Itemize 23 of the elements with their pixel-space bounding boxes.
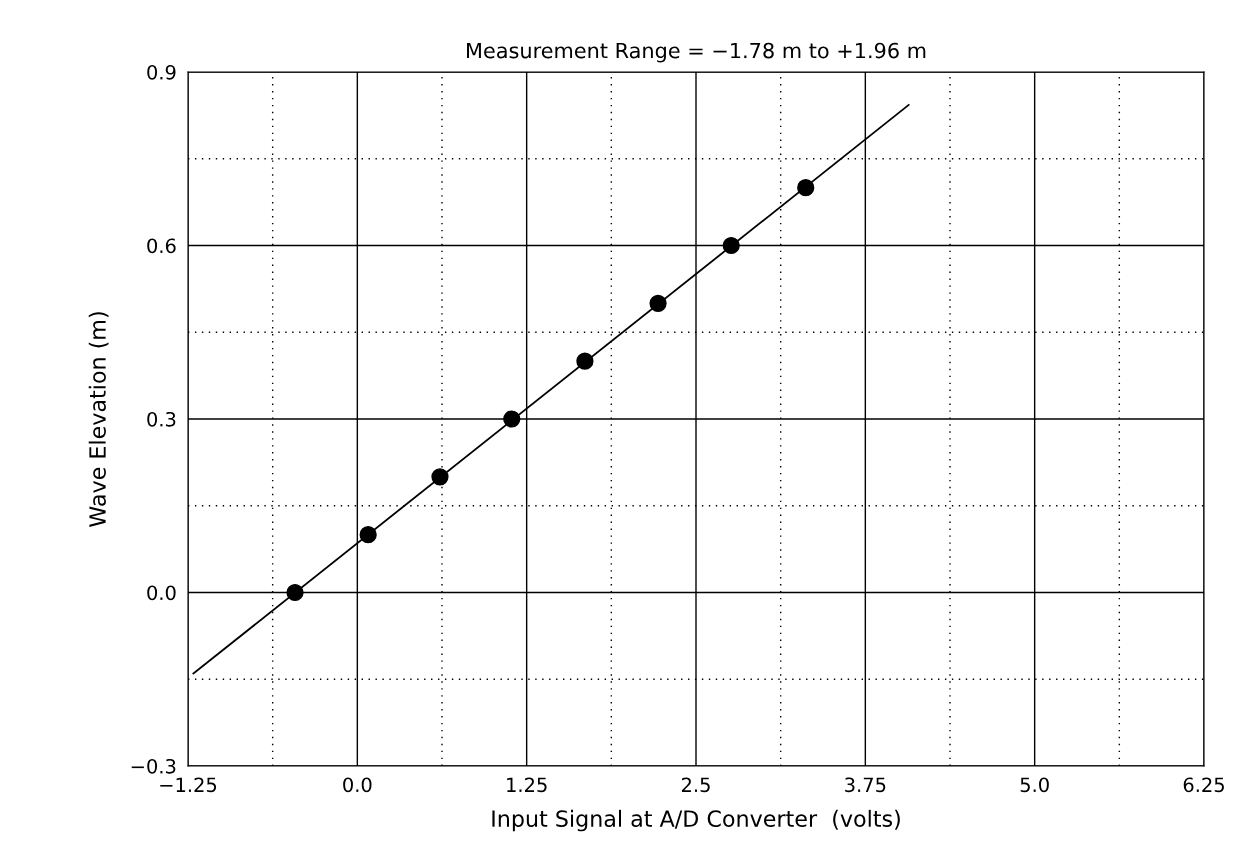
- point: [431, 468, 449, 486]
- y-tick-label: 0.9: [147, 64, 176, 80]
- y-axis-title: Wave Elevation (m): [88, 312, 109, 527]
- point: [359, 526, 377, 544]
- point: [797, 179, 815, 197]
- y-tick-label: −0.3: [131, 758, 176, 774]
- point: [576, 352, 594, 370]
- x-tick-label: 3.75: [845, 777, 886, 793]
- point: [503, 410, 521, 428]
- y-tick-label: 0.3: [147, 411, 176, 427]
- y-tick-label: 0.6: [147, 238, 176, 254]
- x-tick-label: 1.25: [507, 777, 547, 793]
- x-tick-label: 0.0: [343, 777, 372, 793]
- x-axis-title: Input Signal at A/D Converter (volts): [492, 809, 900, 832]
- y-tick-label: 0.0: [147, 585, 176, 601]
- x-tick-label: 2.5: [681, 777, 710, 793]
- x-tick-label: 6.25: [1183, 777, 1224, 793]
- point: [649, 294, 667, 312]
- chart-title: Measurement Range = −1.78 m to +1.96 m: [467, 42, 926, 63]
- point: [722, 236, 740, 255]
- point: [286, 583, 304, 602]
- x-tick-label: 5.0: [1020, 777, 1049, 793]
- x-tick-label: −1.25: [160, 777, 217, 793]
